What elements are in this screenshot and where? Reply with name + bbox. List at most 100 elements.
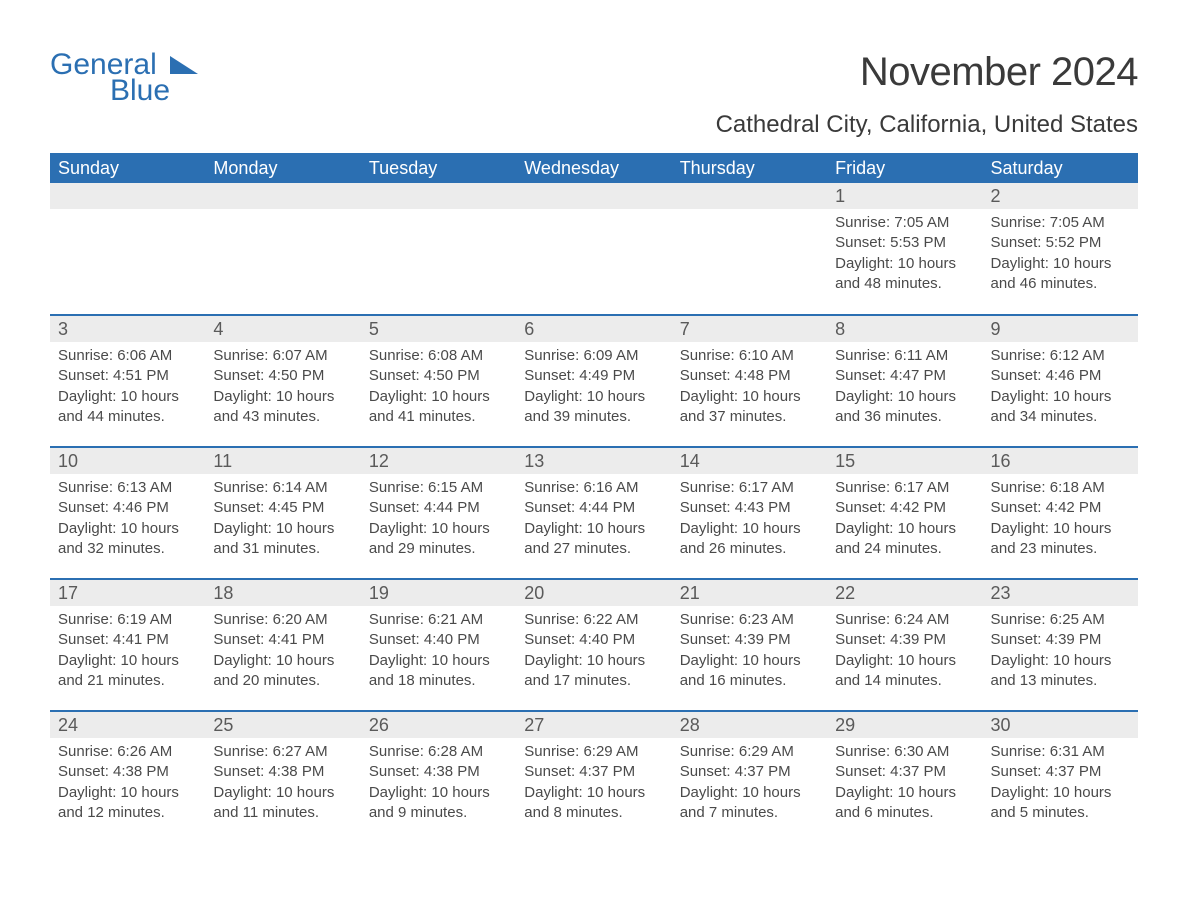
calendar-cell: 29Sunrise: 6:30 AMSunset: 4:37 PMDayligh…: [827, 711, 982, 843]
weekday-header: Monday: [205, 153, 360, 183]
day-number-bar: 14: [672, 448, 827, 474]
sunrise-line: Sunrise: 6:17 AM: [835, 478, 974, 498]
sunset-line: Sunset: 4:42 PM: [835, 498, 974, 518]
day-number-bar: 3: [50, 316, 205, 342]
daylight-line: Daylight: 10 hours and 44 minutes.: [58, 387, 197, 428]
logo-triangle-icon: [170, 56, 198, 74]
day-number-bar: 20: [516, 580, 671, 606]
logo-text: General Blue: [50, 50, 170, 106]
daylight-line: Daylight: 10 hours and 23 minutes.: [991, 519, 1130, 560]
day-number-bar: 11: [205, 448, 360, 474]
day-content: Sunrise: 6:20 AMSunset: 4:41 PMDaylight:…: [205, 606, 360, 697]
calendar-cell: 2Sunrise: 7:05 AMSunset: 5:52 PMDaylight…: [983, 183, 1138, 315]
daylight-line: Daylight: 10 hours and 31 minutes.: [213, 519, 352, 560]
calendar-header-row: Sunday Monday Tuesday Wednesday Thursday…: [50, 153, 1138, 183]
sunset-line: Sunset: 4:46 PM: [58, 498, 197, 518]
sunrise-line: Sunrise: 6:14 AM: [213, 478, 352, 498]
day-content: Sunrise: 6:09 AMSunset: 4:49 PMDaylight:…: [516, 342, 671, 433]
day-content: Sunrise: 6:21 AMSunset: 4:40 PMDaylight:…: [361, 606, 516, 697]
daylight-line: Daylight: 10 hours and 41 minutes.: [369, 387, 508, 428]
calendar-cell: 6Sunrise: 6:09 AMSunset: 4:49 PMDaylight…: [516, 315, 671, 447]
calendar-cell: 28Sunrise: 6:29 AMSunset: 4:37 PMDayligh…: [672, 711, 827, 843]
day-content: Sunrise: 6:18 AMSunset: 4:42 PMDaylight:…: [983, 474, 1138, 565]
weekday-header: Sunday: [50, 153, 205, 183]
calendar-cell: 15Sunrise: 6:17 AMSunset: 4:42 PMDayligh…: [827, 447, 982, 579]
sunrise-line: Sunrise: 6:29 AM: [524, 742, 663, 762]
sunrise-line: Sunrise: 6:20 AM: [213, 610, 352, 630]
day-content: Sunrise: 6:25 AMSunset: 4:39 PMDaylight:…: [983, 606, 1138, 697]
sunrise-line: Sunrise: 6:09 AM: [524, 346, 663, 366]
calendar-week-row: 17Sunrise: 6:19 AMSunset: 4:41 PMDayligh…: [50, 579, 1138, 711]
daylight-line: Daylight: 10 hours and 18 minutes.: [369, 651, 508, 692]
calendar-cell: 25Sunrise: 6:27 AMSunset: 4:38 PMDayligh…: [205, 711, 360, 843]
daylight-line: Daylight: 10 hours and 12 minutes.: [58, 783, 197, 824]
sunrise-line: Sunrise: 7:05 AM: [835, 213, 974, 233]
weekday-header: Saturday: [983, 153, 1138, 183]
daylight-line: Daylight: 10 hours and 5 minutes.: [991, 783, 1130, 824]
logo: General Blue: [50, 50, 198, 106]
calendar-body: 1Sunrise: 7:05 AMSunset: 5:53 PMDaylight…: [50, 183, 1138, 843]
sunrise-line: Sunrise: 6:06 AM: [58, 346, 197, 366]
logo-word-blue: Blue: [110, 76, 170, 106]
calendar-cell: 12Sunrise: 6:15 AMSunset: 4:44 PMDayligh…: [361, 447, 516, 579]
day-content: Sunrise: 6:08 AMSunset: 4:50 PMDaylight:…: [361, 342, 516, 433]
day-number-bar: 29: [827, 712, 982, 738]
sunset-line: Sunset: 4:51 PM: [58, 366, 197, 386]
day-content: Sunrise: 7:05 AMSunset: 5:52 PMDaylight:…: [983, 209, 1138, 300]
sunset-line: Sunset: 4:40 PM: [524, 630, 663, 650]
daylight-line: Daylight: 10 hours and 36 minutes.: [835, 387, 974, 428]
sunset-line: Sunset: 5:52 PM: [991, 233, 1130, 253]
sunrise-line: Sunrise: 7:05 AM: [991, 213, 1130, 233]
sunset-line: Sunset: 4:38 PM: [58, 762, 197, 782]
sunrise-line: Sunrise: 6:23 AM: [680, 610, 819, 630]
day-number-bar: 24: [50, 712, 205, 738]
day-number-bar: 8: [827, 316, 982, 342]
day-number-bar: 25: [205, 712, 360, 738]
weekday-header: Friday: [827, 153, 982, 183]
day-number-bar: 10: [50, 448, 205, 474]
calendar-week-row: 3Sunrise: 6:06 AMSunset: 4:51 PMDaylight…: [50, 315, 1138, 447]
sunset-line: Sunset: 4:37 PM: [991, 762, 1130, 782]
day-number-bar: [516, 183, 671, 209]
sunset-line: Sunset: 4:50 PM: [369, 366, 508, 386]
sunset-line: Sunset: 4:38 PM: [369, 762, 508, 782]
sunset-line: Sunset: 4:47 PM: [835, 366, 974, 386]
sunset-line: Sunset: 4:44 PM: [524, 498, 663, 518]
daylight-line: Daylight: 10 hours and 7 minutes.: [680, 783, 819, 824]
day-number-bar: 4: [205, 316, 360, 342]
weekday-header: Wednesday: [516, 153, 671, 183]
daylight-line: Daylight: 10 hours and 39 minutes.: [524, 387, 663, 428]
calendar-cell: [361, 183, 516, 315]
day-number-bar: 12: [361, 448, 516, 474]
calendar-cell: [50, 183, 205, 315]
sunset-line: Sunset: 4:39 PM: [680, 630, 819, 650]
sunrise-line: Sunrise: 6:12 AM: [991, 346, 1130, 366]
sunset-line: Sunset: 4:40 PM: [369, 630, 508, 650]
calendar-cell: 21Sunrise: 6:23 AMSunset: 4:39 PMDayligh…: [672, 579, 827, 711]
daylight-line: Daylight: 10 hours and 34 minutes.: [991, 387, 1130, 428]
sunset-line: Sunset: 4:42 PM: [991, 498, 1130, 518]
sunset-line: Sunset: 4:38 PM: [213, 762, 352, 782]
calendar-cell: 10Sunrise: 6:13 AMSunset: 4:46 PMDayligh…: [50, 447, 205, 579]
sunset-line: Sunset: 5:53 PM: [835, 233, 974, 253]
daylight-line: Daylight: 10 hours and 17 minutes.: [524, 651, 663, 692]
day-number-bar: 17: [50, 580, 205, 606]
day-content: Sunrise: 6:26 AMSunset: 4:38 PMDaylight:…: [50, 738, 205, 829]
sunset-line: Sunset: 4:37 PM: [524, 762, 663, 782]
sunrise-line: Sunrise: 6:15 AM: [369, 478, 508, 498]
daylight-line: Daylight: 10 hours and 26 minutes.: [680, 519, 819, 560]
calendar-cell: 5Sunrise: 6:08 AMSunset: 4:50 PMDaylight…: [361, 315, 516, 447]
day-number-bar: 7: [672, 316, 827, 342]
day-content: Sunrise: 7:05 AMSunset: 5:53 PMDaylight:…: [827, 209, 982, 300]
calendar: Sunday Monday Tuesday Wednesday Thursday…: [50, 153, 1138, 843]
day-number-bar: 13: [516, 448, 671, 474]
calendar-cell: 3 Sunrise: 6:06 AMSunset: 4:51 PMDaylight…: [50, 315, 205, 447]
day-content: Sunrise: 6:11 AMSunset: 4:47 PMDaylight:…: [827, 342, 982, 433]
sunset-line: Sunset: 4:37 PM: [835, 762, 974, 782]
title-block: November 2024 Cathedral City, California…: [716, 50, 1138, 147]
calendar-week-row: 10Sunrise: 6:13 AMSunset: 4:46 PMDayligh…: [50, 447, 1138, 579]
daylight-line: Daylight: 10 hours and 29 minutes.: [369, 519, 508, 560]
calendar-cell: 30Sunrise: 6:31 AMSunset: 4:37 PMDayligh…: [983, 711, 1138, 843]
sunrise-line: Sunrise: 6:17 AM: [680, 478, 819, 498]
calendar-cell: 22Sunrise: 6:24 AMSunset: 4:39 PMDayligh…: [827, 579, 982, 711]
